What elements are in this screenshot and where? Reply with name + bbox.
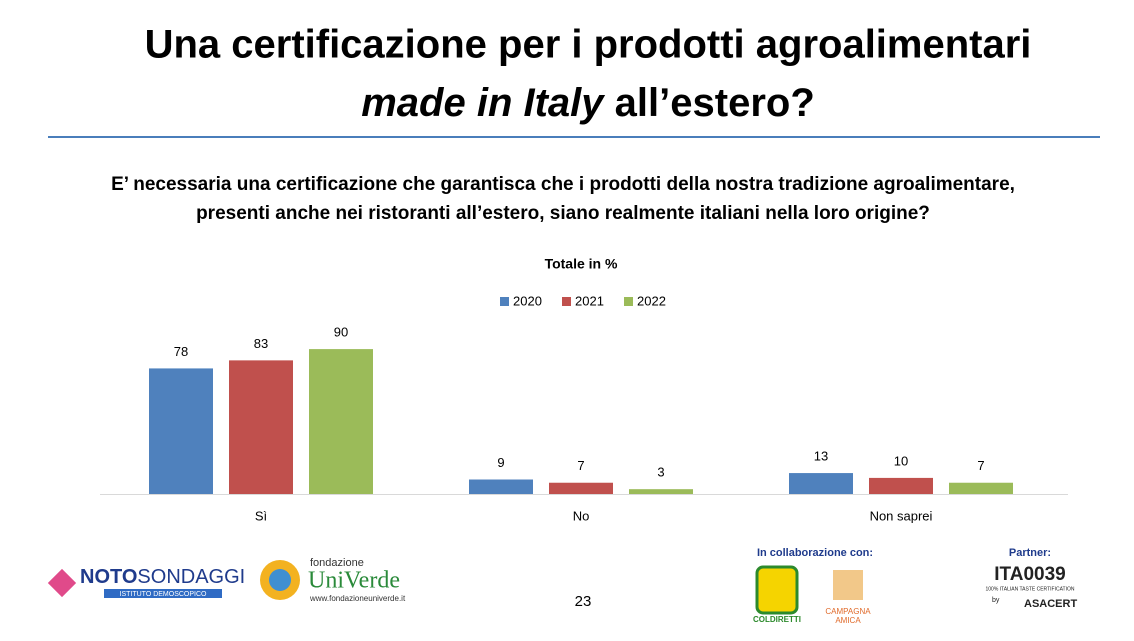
title: Una certificazione per i prodotti agroal… <box>145 23 1032 67</box>
legend-swatch <box>562 297 571 306</box>
question: E’ necessaria una certificazione che gar… <box>111 174 1015 195</box>
legend-label: 2020 <box>513 293 542 308</box>
title-rest: all’estero? <box>615 81 815 125</box>
logo-text: 100% ITALIAN TASTE CERTIFICATION <box>985 586 1074 592</box>
page-number: 23 <box>575 593 592 610</box>
partner-label: Partner: <box>1009 547 1051 559</box>
collab-label: In collaborazione con: <box>757 547 873 559</box>
value-label: 83 <box>254 336 268 351</box>
value-label: 90 <box>334 325 348 340</box>
legend-label: 2022 <box>637 293 666 308</box>
logo-text: fondazione <box>310 557 364 569</box>
bar <box>869 477 933 494</box>
bar <box>469 479 533 494</box>
logo-text: AMICA <box>835 616 861 625</box>
chart-title: Totale in % <box>545 256 618 272</box>
logo-text: ISTITUTO DEMOSCOPICO <box>120 591 208 598</box>
question: presenti anche nei ristoranti all’estero… <box>196 203 930 224</box>
bar <box>949 482 1013 494</box>
logo-text: CAMPAGNA <box>825 607 871 616</box>
value-label: 7 <box>577 458 584 473</box>
logo-text: ASACERT <box>1024 598 1077 610</box>
bar <box>629 489 693 494</box>
logo-icon <box>47 568 77 598</box>
logo-text: by <box>992 597 1000 604</box>
logo-text: NOTOSONDAGGI <box>80 566 245 588</box>
bar <box>149 368 213 494</box>
legend-swatch <box>624 297 633 306</box>
footer: 23 NOTOSONDAGGI ISTITUTO DEMOSCOPICO fon… <box>47 547 1077 625</box>
x-tick-label: Non saprei <box>870 508 933 523</box>
value-label: 78 <box>174 344 188 359</box>
logo-text: www.fondazioneuniverde.it <box>309 594 406 603</box>
logo-icon <box>269 569 291 591</box>
logo-text: UniVerde <box>308 568 400 594</box>
title: made in Italy all’estero? <box>361 81 815 125</box>
legend-swatch <box>500 297 509 306</box>
logo-text: SONDAGGI <box>137 566 245 588</box>
bar <box>229 360 293 494</box>
value-label: 9 <box>497 455 504 470</box>
logo-text: COLDIRETTI <box>753 615 801 624</box>
value-label: 3 <box>657 465 664 480</box>
bar <box>309 349 373 494</box>
logo-text: ITA0039 <box>994 564 1065 585</box>
bar <box>549 482 613 494</box>
value-label: 7 <box>977 458 984 473</box>
x-tick-label: Sì <box>255 508 267 523</box>
logo-bar <box>104 589 222 598</box>
bar <box>789 473 853 494</box>
logo-icon <box>833 570 863 600</box>
logo-text: NOTO <box>80 566 137 588</box>
logo-icon <box>755 565 799 615</box>
title-italic: made in Italy <box>361 81 605 125</box>
x-tick-label: No <box>573 508 590 523</box>
value-label: 10 <box>894 453 908 468</box>
value-label: 13 <box>814 449 828 464</box>
legend-label: 2021 <box>575 293 604 308</box>
